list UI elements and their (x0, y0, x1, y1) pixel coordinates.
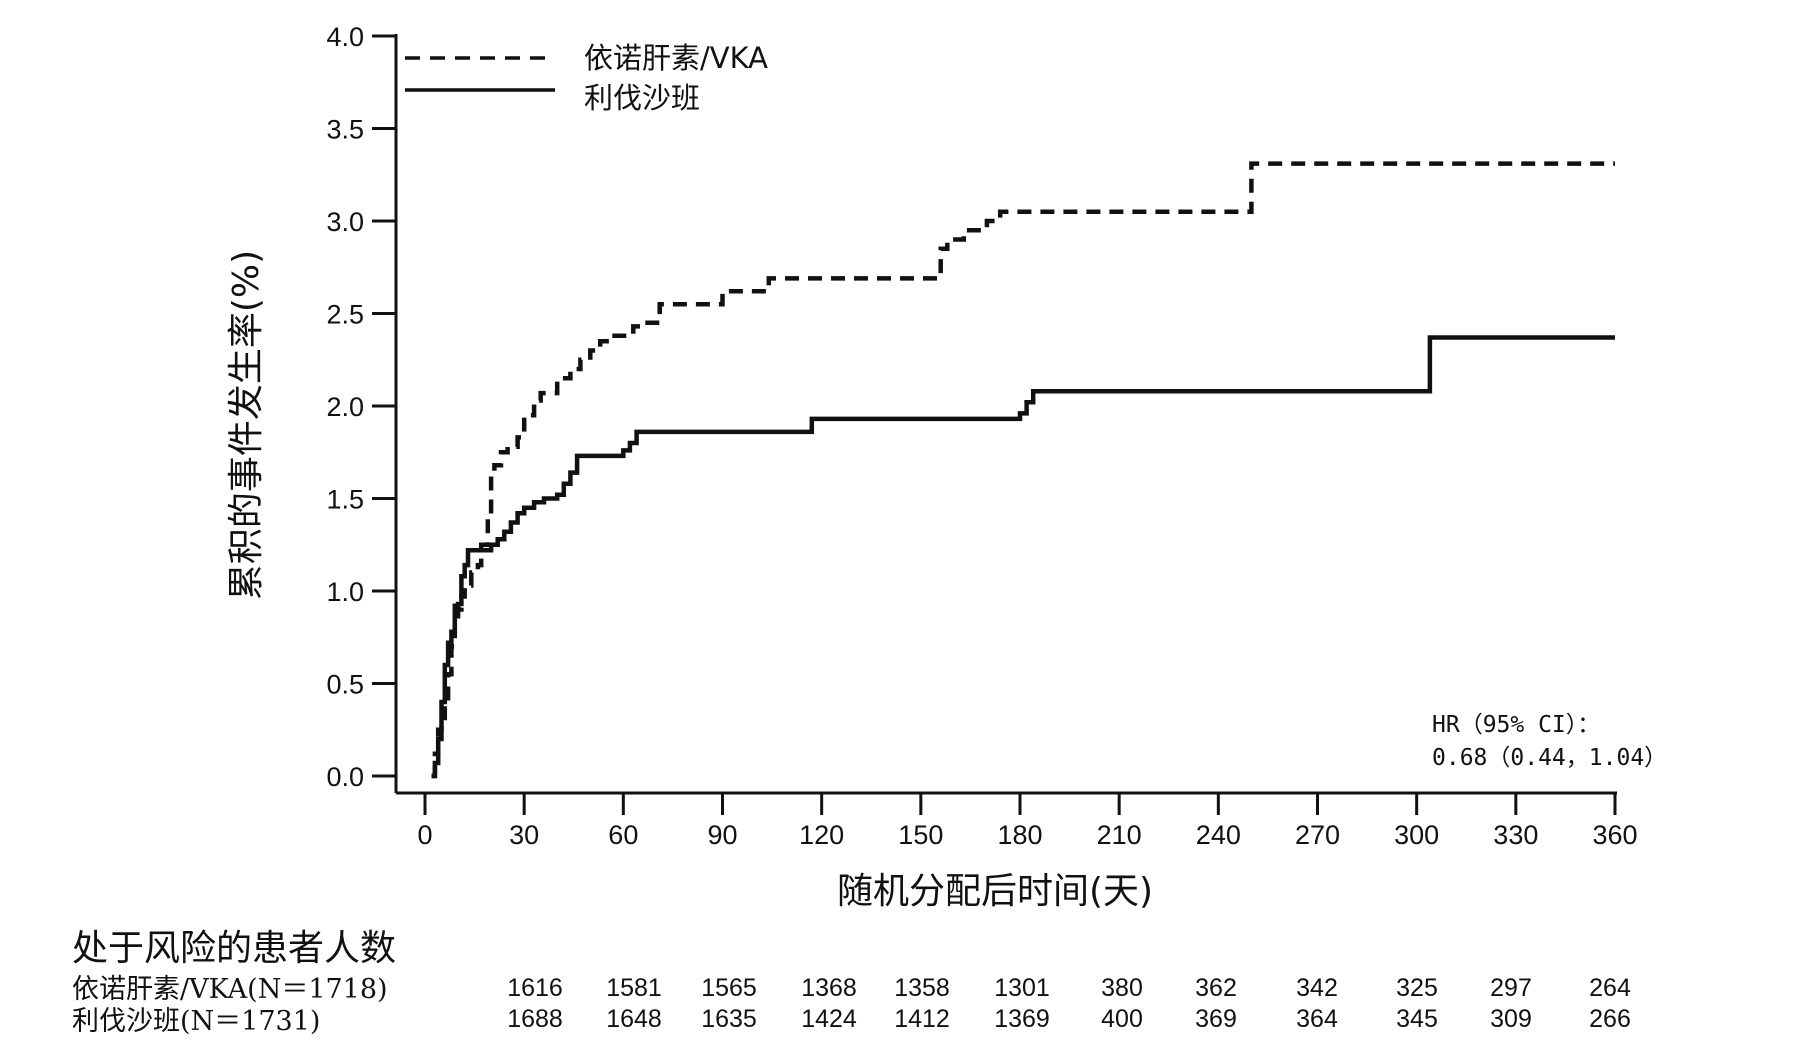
chart-axes (394, 34, 1617, 795)
risk-table-title: 处于风险的患者人数 (72, 928, 396, 969)
y-tick-label: 2.5 (326, 300, 364, 330)
x-tick-label: 180 (997, 820, 1042, 850)
risk-value: 1581 (606, 974, 662, 1002)
risk-row-label-rivaroxaban: 利伐沙班(N＝1731) (72, 1006, 320, 1037)
x-tick-label: 30 (509, 820, 539, 850)
risk-value: 369 (1195, 1005, 1237, 1033)
x-tick-label: 360 (1592, 820, 1637, 850)
legend-label-rivaroxaban: 利伐沙班 (584, 81, 700, 115)
risk-value: 1358 (894, 974, 950, 1002)
series-line-rivaroxaban (431, 335, 1615, 779)
x-tick-label: 300 (1394, 820, 1439, 850)
x-ticks: 0 30 60 90 120 150 180 210 240 270 300 330 360 (417, 793, 1638, 850)
risk-value: 325 (1396, 974, 1438, 1002)
risk-value: 1412 (894, 1005, 950, 1033)
risk-value: 297 (1490, 974, 1532, 1002)
x-tick-label: 210 (1097, 820, 1142, 850)
risk-value: 1565 (701, 974, 757, 1002)
x-tick-label: 60 (608, 820, 638, 850)
series-line-enoxaparin (431, 161, 1615, 779)
risk-value: 1424 (801, 1005, 857, 1033)
risk-value: 309 (1490, 1005, 1532, 1033)
hr-value: 0.68（0.44，1.04） (1432, 745, 1667, 771)
risk-value: 266 (1589, 1005, 1631, 1033)
y-ticks: 0.0 0.5 1.0 1.5 2.0 2.5 3.0 3.5 4.0 (326, 22, 396, 792)
chart-curves (431, 161, 1615, 779)
y-tick-label: 3.5 (326, 115, 364, 145)
x-tick-label: 270 (1295, 820, 1340, 850)
risk-value: 1688 (507, 1005, 563, 1033)
risk-value: 1369 (994, 1005, 1050, 1033)
risk-value: 264 (1589, 974, 1631, 1002)
risk-value: 364 (1296, 1005, 1338, 1033)
x-tick-label: 150 (898, 820, 943, 850)
y-tick-label: 1.0 (326, 577, 364, 607)
risk-value: 380 (1101, 974, 1143, 1002)
x-tick-label: 90 (707, 820, 737, 850)
risk-value: 1635 (701, 1005, 757, 1033)
risk-table: 处于风险的患者人数 依诺肝素/VKA(N＝1718) 利伐沙班(N＝1731) … (72, 928, 1631, 1037)
y-tick-label: 1.5 (326, 485, 364, 515)
risk-value: 1616 (507, 974, 563, 1002)
x-tick-label: 240 (1196, 820, 1241, 850)
risk-row-label-enoxaparin: 依诺肝素/VKA(N＝1718) (72, 974, 388, 1005)
legend: 依诺肝素/VKA 利伐沙班 (405, 41, 768, 115)
x-tick-label: 330 (1493, 820, 1538, 850)
legend-label-enoxaparin: 依诺肝素/VKA (584, 41, 768, 75)
risk-value: 400 (1101, 1005, 1143, 1033)
y-tick-label: 0.5 (326, 670, 364, 700)
risk-value: 1368 (801, 974, 857, 1002)
x-tick-label: 120 (799, 820, 844, 850)
x-axis-title: 随机分配后时间(天) (837, 871, 1153, 912)
risk-values: 1616 1581 1565 1368 1358 1301 380 362 342 325 297 2… (507, 974, 1631, 1033)
risk-value: 345 (1396, 1005, 1438, 1033)
y-tick-label: 3.0 (326, 207, 364, 237)
risk-value: 362 (1195, 974, 1237, 1002)
hr-label: HR（95% CI）： (1432, 712, 1600, 738)
x-tick-label: 0 (417, 820, 432, 850)
hr-annotation: HR（95% CI）： 0.68（0.44，1.04） (1432, 712, 1667, 771)
y-tick-label: 2.0 (326, 392, 364, 422)
y-tick-label: 0.0 (326, 762, 364, 792)
risk-value: 1648 (606, 1005, 662, 1033)
risk-value: 342 (1296, 974, 1338, 1002)
y-axis-title: 累积的事件发生率(%) (226, 250, 267, 600)
y-tick-label: 4.0 (326, 22, 364, 52)
risk-value: 1301 (994, 974, 1050, 1002)
